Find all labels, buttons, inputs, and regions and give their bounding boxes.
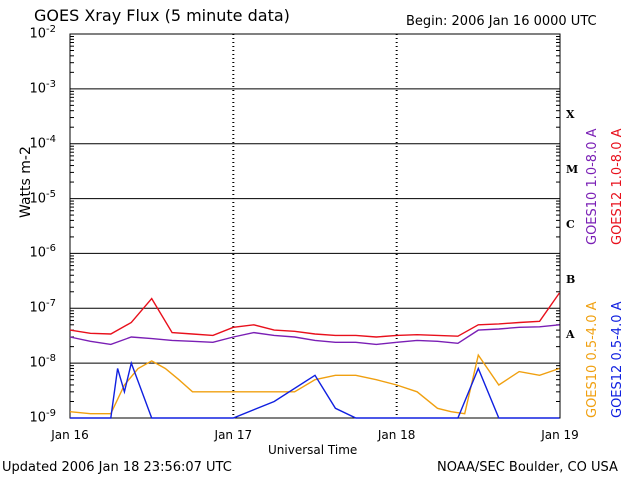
y-tick-base: 10 — [29, 81, 47, 97]
y-tick-base: 10 — [29, 300, 47, 316]
y-tick-base: 10 — [29, 355, 47, 371]
plot-frame — [69, 33, 561, 419]
series-line-3 — [70, 360, 560, 419]
y-axis-title-text: Watts m-2 — [18, 146, 34, 218]
x-tick-label: Jan 18 — [377, 428, 416, 442]
flare-class-label: M — [566, 163, 579, 177]
y-tick-base: 10 — [29, 190, 47, 206]
flare-class-label: A — [566, 327, 575, 341]
y-tick-exponent: -7 — [46, 298, 56, 310]
y-tick-base: 10 — [29, 245, 47, 261]
y-tick-base: 10 — [29, 136, 47, 152]
y-tick-label: 10-2 — [24, 24, 56, 41]
y-axis-title: Watts m-2 — [18, 146, 34, 218]
legend-entry: GOES10 0.5-4.0 A — [585, 301, 600, 418]
y-tick-exponent: -9 — [46, 408, 56, 419]
series-line-2 — [69, 353, 560, 415]
y-tick-base: 10 — [29, 26, 47, 42]
legend-entry: GOES12 0.5-4.0 A — [610, 301, 625, 418]
begin-timestamp: Begin: 2006 Jan 16 0000 UTC — [406, 14, 597, 29]
y-tick-exponent: -4 — [46, 133, 56, 145]
series-line-1 — [69, 292, 560, 338]
y-tick-label: 10-4 — [24, 134, 56, 151]
y-tick-base: 10 — [29, 410, 47, 426]
y-tick-label: 10-8 — [24, 353, 56, 370]
x-axis-title: Universal Time — [268, 443, 358, 457]
x-tick-label: Jan 19 — [541, 428, 579, 442]
x-tick-label: Jan 16 — [51, 428, 89, 442]
flare-class-label: X — [566, 108, 575, 122]
y-tick-label: 10-9 — [24, 408, 56, 425]
y-tick-exponent: -6 — [46, 243, 56, 255]
updated-timestamp: Updated 2006 Jan 18 23:56:07 UTC — [2, 460, 232, 475]
y-tick-label: 10-6 — [24, 243, 56, 260]
x-tick-label: Jan 17 — [214, 428, 253, 442]
flare-class-label: C — [566, 218, 575, 231]
chart-title: GOES Xray Flux (5 minute data) — [34, 6, 290, 25]
y-tick-exponent: -3 — [46, 78, 56, 90]
y-tick-label: 10-5 — [24, 189, 56, 206]
credit-text: NOAA/SEC Boulder, CO USA — [437, 460, 618, 475]
series-line-0 — [69, 324, 560, 346]
y-tick-label: 10-3 — [24, 79, 56, 96]
y-tick-exponent: -5 — [46, 188, 56, 200]
flare-class-label: B — [566, 272, 576, 286]
y-tick-exponent: -8 — [46, 353, 56, 365]
y-tick-label: 10-7 — [24, 298, 56, 315]
legend-entry: GOES12 1.0-8.0 A — [610, 128, 625, 245]
legend-entry: GOES10 1.0-8.0 A — [585, 128, 600, 245]
y-tick-exponent: -2 — [46, 24, 56, 35]
